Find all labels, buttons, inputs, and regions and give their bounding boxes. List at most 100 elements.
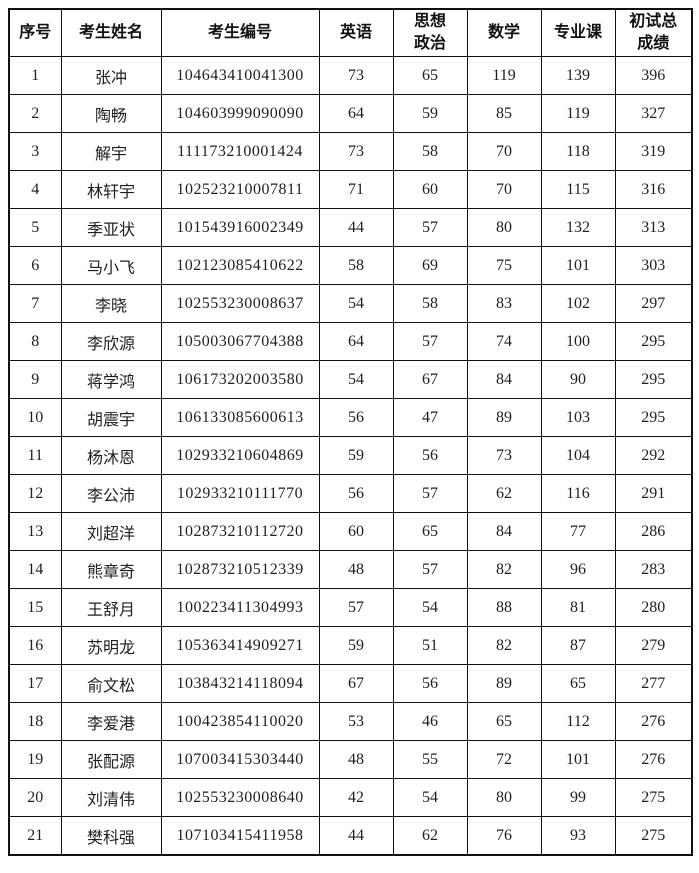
total-score-cell: 295 [614,360,693,399]
english-score-cell: 48 [318,550,394,589]
math-score-cell: 72 [466,740,542,779]
table-row: 8 李欣源 105003067704388 64 57 74 100 295 [8,322,693,361]
table-body: 1 张冲 104643410041300 73 65 119 139 396 2 陶畅 104603… [8,56,693,856]
math-score-cell: 83 [466,284,542,323]
serial-cell: 16 [8,626,62,665]
major-course-score-cell: 65 [540,664,616,703]
candidate-id-cell: 107103415411958 [160,816,320,856]
table-row: 20 刘清伟 102553230008640 42 54 80 99 275 [8,778,693,817]
col-header-politics: 思想 政治 [392,8,468,57]
table-row: 18 李爱港 100423854110020 53 46 65 112 276 [8,702,693,741]
english-score-cell: 42 [318,778,394,817]
politics-score-cell: 57 [392,322,468,361]
total-score-cell: 279 [614,626,693,665]
major-course-score-cell: 116 [540,474,616,513]
english-score-cell: 56 [318,398,394,437]
english-score-cell: 64 [318,322,394,361]
candidate-name-cell: 苏明龙 [60,626,162,665]
serial-cell: 7 [8,284,62,323]
serial-cell: 9 [8,360,62,399]
candidate-name-cell: 刘超洋 [60,512,162,551]
english-score-cell: 54 [318,284,394,323]
candidate-name-cell: 樊科强 [60,816,162,856]
major-course-score-cell: 87 [540,626,616,665]
major-course-score-cell: 112 [540,702,616,741]
candidate-name-cell: 马小飞 [60,246,162,285]
politics-score-cell: 67 [392,360,468,399]
total-score-cell: 313 [614,208,693,247]
candidate-id-cell: 104603999090090 [160,94,320,133]
table-row: 3 解宇 111173210001424 73 58 70 118 319 [8,132,693,171]
candidate-id-cell: 101543916002349 [160,208,320,247]
math-score-cell: 84 [466,360,542,399]
total-score-cell: 276 [614,740,693,779]
politics-score-cell: 55 [392,740,468,779]
table-row: 14 熊章奇 102873210512339 48 57 82 96 283 [8,550,693,589]
serial-cell: 19 [8,740,62,779]
major-course-score-cell: 102 [540,284,616,323]
math-score-cell: 88 [466,588,542,627]
english-score-cell: 44 [318,208,394,247]
table-row: 13 刘超洋 102873210112720 60 65 84 77 286 [8,512,693,551]
serial-cell: 8 [8,322,62,361]
candidate-name-cell: 解宇 [60,132,162,171]
english-score-cell: 59 [318,436,394,475]
serial-cell: 2 [8,94,62,133]
major-course-score-cell: 104 [540,436,616,475]
serial-cell: 1 [8,56,62,95]
math-score-cell: 119 [466,56,542,95]
math-score-cell: 85 [466,94,542,133]
candidate-id-cell: 102123085410622 [160,246,320,285]
candidate-name-cell: 陶畅 [60,94,162,133]
table-row: 1 张冲 104643410041300 73 65 119 139 396 [8,56,693,95]
politics-score-cell: 65 [392,56,468,95]
english-score-cell: 59 [318,626,394,665]
politics-score-cell: 58 [392,132,468,171]
candidate-id-cell: 105363414909271 [160,626,320,665]
candidate-id-cell: 102523210007811 [160,170,320,209]
table-row: 17 俞文松 103843214118094 67 56 89 65 277 [8,664,693,703]
candidate-id-cell: 103843214118094 [160,664,320,703]
major-course-score-cell: 90 [540,360,616,399]
total-score-cell: 396 [614,56,693,95]
candidate-id-cell: 104643410041300 [160,56,320,95]
english-score-cell: 67 [318,664,394,703]
english-score-cell: 60 [318,512,394,551]
col-header-candidate-name: 考生姓名 [60,8,162,57]
candidate-id-cell: 106173202003580 [160,360,320,399]
total-score-cell: 292 [614,436,693,475]
table-header-row: 序号 考生姓名 考生编号 英语 思想 政治 数学 专业课 初试总 成绩 [8,8,693,57]
politics-score-cell: 54 [392,778,468,817]
total-score-cell: 283 [614,550,693,589]
candidate-id-cell: 111173210001424 [160,132,320,171]
total-score-cell: 275 [614,816,693,856]
math-score-cell: 84 [466,512,542,551]
math-score-cell: 70 [466,170,542,209]
english-score-cell: 53 [318,702,394,741]
politics-score-cell: 69 [392,246,468,285]
total-score-cell: 297 [614,284,693,323]
politics-score-cell: 60 [392,170,468,209]
politics-score-cell: 65 [392,512,468,551]
major-course-score-cell: 99 [540,778,616,817]
english-score-cell: 73 [318,132,394,171]
candidate-name-cell: 张冲 [60,56,162,95]
major-course-score-cell: 119 [540,94,616,133]
serial-cell: 6 [8,246,62,285]
major-course-score-cell: 96 [540,550,616,589]
candidate-name-cell: 胡震宇 [60,398,162,437]
total-score-cell: 286 [614,512,693,551]
table-row: 7 李晓 102553230008637 54 58 83 102 297 [8,284,693,323]
politics-score-cell: 57 [392,208,468,247]
table-row: 2 陶畅 104603999090090 64 59 85 119 327 [8,94,693,133]
math-score-cell: 89 [466,664,542,703]
table-row: 4 林轩宇 102523210007811 71 60 70 115 316 [8,170,693,209]
english-score-cell: 44 [318,816,394,856]
total-score-cell: 295 [614,398,693,437]
math-score-cell: 76 [466,816,542,856]
major-course-score-cell: 118 [540,132,616,171]
table-row: 19 张配源 107003415303440 48 55 72 101 276 [8,740,693,779]
candidate-id-cell: 106133085600613 [160,398,320,437]
total-score-cell: 303 [614,246,693,285]
